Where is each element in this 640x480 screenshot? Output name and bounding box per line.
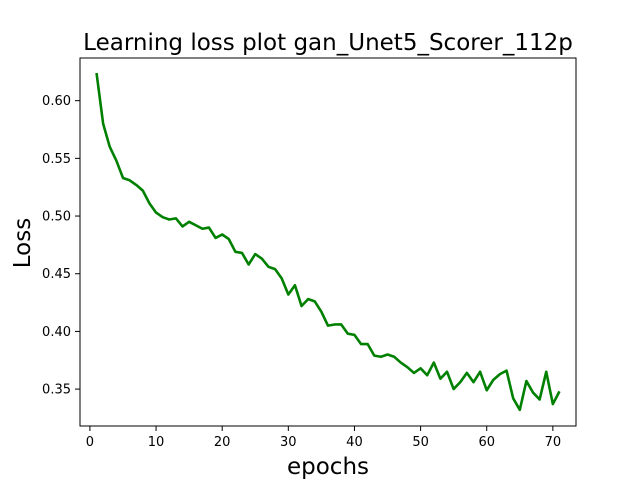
x-tick-label: 10 [148,435,165,450]
x-axis-title: epochs [287,454,369,480]
x-tick-label: 70 [545,435,562,450]
y-tick-label: 0.35 [42,383,71,398]
plot-frame [79,57,577,427]
y-axis-title: Loss [10,218,36,268]
y-tick-label: 0.40 [42,325,71,340]
y-tick-label: 0.60 [42,94,71,109]
y-tick-label: 0.55 [42,152,71,167]
x-tick-label: 60 [478,435,495,450]
x-tick-label: 30 [280,435,297,450]
chart-title: Learning loss plot gan_Unet5_Scorer_112p [83,30,573,56]
x-tick-label: 20 [214,435,231,450]
y-tick-label: 0.50 [42,210,71,225]
loss-series-line [95,72,561,412]
plot-area: 0 10 20 30 40 50 60 70 0.35 0.40 0.45 0.50 0.55 0.60 [42,57,577,450]
x-tick-label: 40 [346,435,363,450]
y-tick-label: 0.45 [42,267,71,282]
x-tick-label: 50 [412,435,429,450]
x-tick-label: 0 [86,435,94,450]
